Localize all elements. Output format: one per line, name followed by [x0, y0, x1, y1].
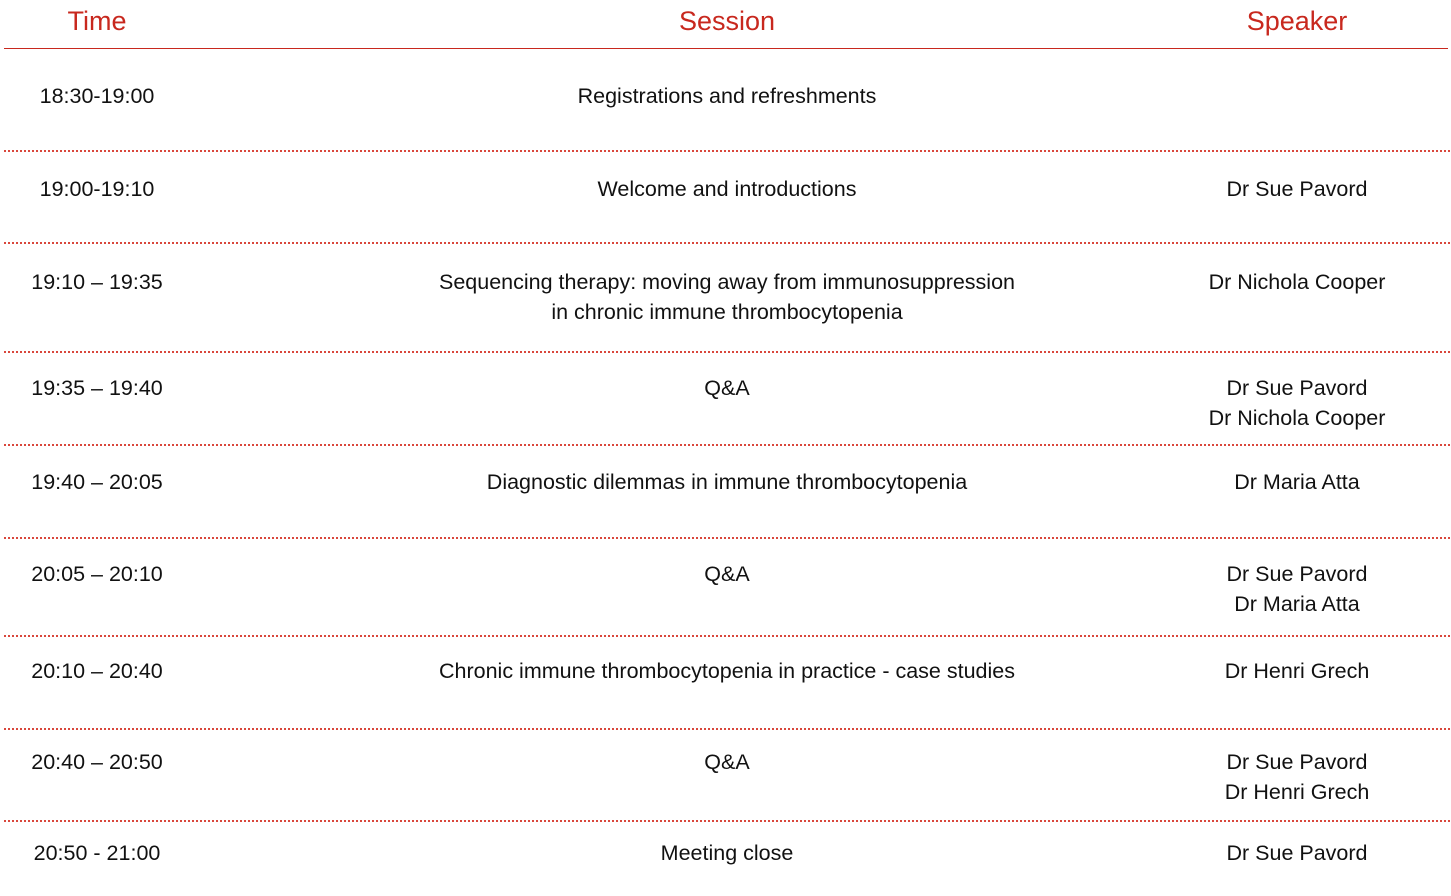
header-time: Time — [67, 6, 127, 36]
speaker-name: Dr Maria Atta — [1234, 470, 1360, 494]
row-time: 19:35 – 19:40 — [31, 376, 163, 400]
row-session: Q&A — [304, 559, 1150, 589]
speaker-name: Dr Maria Atta — [1234, 592, 1360, 616]
speaker-name: Dr Henri Grech — [1224, 659, 1370, 683]
session-line: Q&A — [704, 750, 750, 774]
agenda-row: 19:40 – 20:05 Diagnostic dilemmas in imm… — [4, 467, 1450, 539]
row-speaker: Dr Maria Atta — [1154, 467, 1440, 497]
session-line: Registrations and refreshments — [577, 84, 877, 108]
row-session: Q&A — [304, 747, 1150, 777]
agenda-row: 19:10 – 19:35 Sequencing therapy: moving… — [4, 267, 1450, 353]
session-line: Q&A — [704, 376, 750, 400]
header-session: Session — [678, 6, 776, 36]
row-time: 20:40 – 20:50 — [31, 750, 163, 774]
row-session: Registrations and refreshments — [304, 81, 1150, 111]
row-time: 19:40 – 20:05 — [31, 470, 163, 494]
row-speaker: Dr Sue Pavord Dr Henri Grech — [1154, 747, 1440, 807]
row-session: Sequencing therapy: moving away from imm… — [304, 267, 1150, 327]
speaker-name: Dr Sue Pavord — [1226, 376, 1368, 400]
row-session: Q&A — [304, 373, 1150, 403]
agenda-row: 20:05 – 20:10 Q&A Dr Sue Pavord Dr Maria… — [4, 559, 1450, 637]
session-line: Chronic immune thrombocytopenia in pract… — [439, 659, 1015, 683]
row-speaker: Dr Nichola Cooper — [1154, 267, 1440, 297]
row-session: Diagnostic dilemmas in immune thrombocyt… — [304, 467, 1150, 497]
speaker-name: Dr Sue Pavord — [1226, 841, 1368, 865]
speaker-name: Dr Nichola Cooper — [1208, 270, 1386, 294]
session-line: Sequencing therapy: moving away from imm… — [438, 270, 1016, 294]
session-line: Q&A — [704, 562, 750, 586]
row-time: 19:10 – 19:35 — [31, 270, 163, 294]
speaker-name: Dr Henri Grech — [1224, 780, 1370, 804]
row-session: Meeting close — [304, 838, 1150, 868]
row-speaker: Dr Sue Pavord — [1154, 174, 1440, 204]
row-session: Welcome and introductions — [304, 174, 1150, 204]
speaker-name: Dr Sue Pavord — [1226, 177, 1368, 201]
header-speaker: Speaker — [1246, 6, 1348, 36]
agenda-row: 20:40 – 20:50 Q&A Dr Sue Pavord Dr Henri… — [4, 747, 1450, 822]
row-time: 19:00-19:10 — [39, 177, 155, 201]
row-time: 20:10 – 20:40 — [31, 659, 163, 683]
row-speaker: Dr Henri Grech — [1154, 656, 1440, 686]
speaker-name: Dr Sue Pavord — [1226, 562, 1368, 586]
agenda-row: 18:30-19:00 Registrations and refreshmen… — [4, 81, 1450, 152]
row-session: Chronic immune thrombocytopenia in pract… — [304, 656, 1150, 686]
row-speaker: Dr Sue Pavord — [1154, 838, 1440, 868]
session-line: Welcome and introductions — [597, 177, 857, 201]
row-speaker: Dr Sue Pavord Dr Maria Atta — [1154, 559, 1440, 619]
row-time: 18:30-19:00 — [39, 84, 155, 108]
speaker-name: Dr Sue Pavord — [1226, 750, 1368, 774]
agenda-header-row: Time Session Speaker — [4, 0, 1448, 49]
agenda-row: 20:50 - 21:00 Meeting close Dr Sue Pavor… — [4, 838, 1450, 878]
row-time: 20:50 - 21:00 — [33, 841, 161, 865]
session-line: in chronic immune thrombocytopenia — [551, 300, 903, 324]
agenda-row: 19:35 – 19:40 Q&A Dr Sue Pavord Dr Nicho… — [4, 373, 1450, 446]
agenda-row: 19:00-19:10 Welcome and introductions Dr… — [4, 174, 1450, 244]
session-line: Meeting close — [660, 841, 794, 865]
row-time: 20:05 – 20:10 — [31, 562, 163, 586]
row-speaker: Dr Sue Pavord Dr Nichola Cooper — [1154, 373, 1440, 433]
speaker-name: Dr Nichola Cooper — [1208, 406, 1386, 430]
agenda-row: 20:10 – 20:40 Chronic immune thrombocyto… — [4, 656, 1450, 730]
session-line: Diagnostic dilemmas in immune thrombocyt… — [486, 470, 968, 494]
